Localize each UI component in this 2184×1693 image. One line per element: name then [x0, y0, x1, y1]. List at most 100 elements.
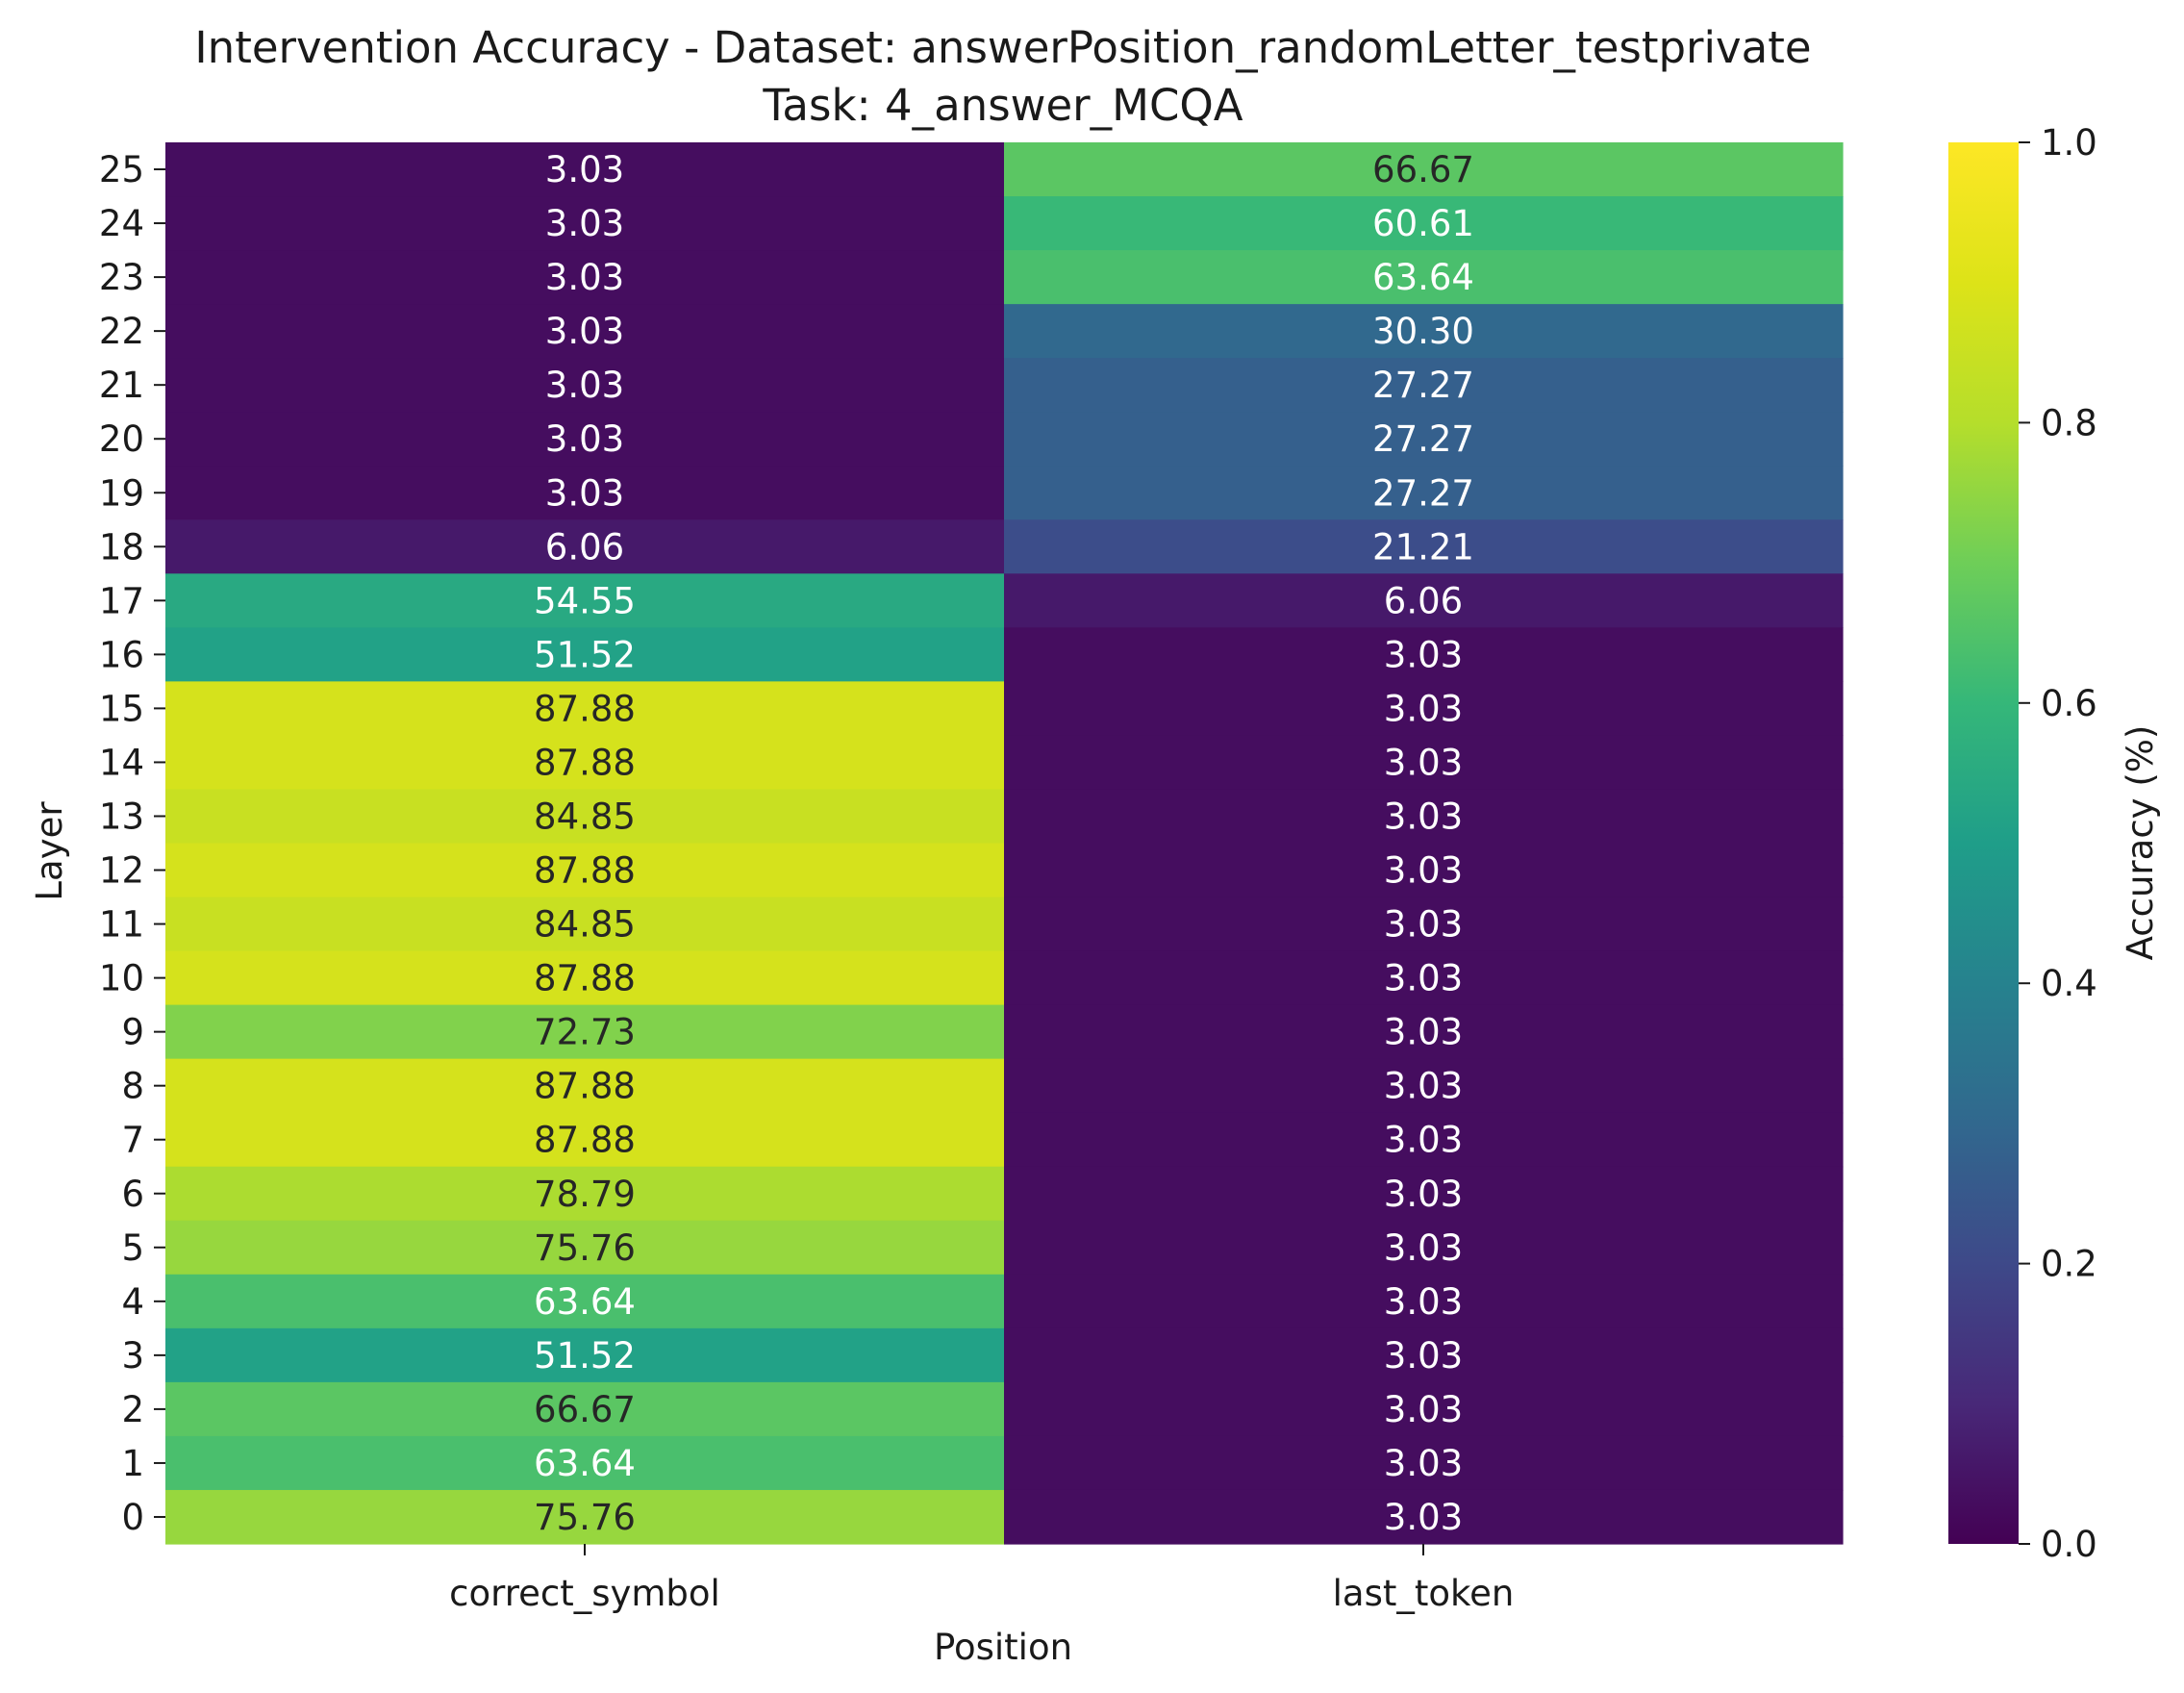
y-tick-label: 6: [121, 1174, 144, 1215]
colorbar-tick-label: 1.0: [2041, 122, 2097, 164]
cell-value-label: 3.03: [1384, 1281, 1463, 1323]
heatmap-cell: [1004, 950, 1844, 1006]
cell-value-label: 60.61: [1372, 203, 1474, 244]
heatmap-cell: [1004, 1381, 1844, 1437]
colorbar-label: Accuracy (%): [2120, 725, 2161, 961]
y-tick-label: 18: [99, 526, 144, 568]
y-tick-label: 21: [99, 365, 144, 406]
heatmap-cell: [165, 681, 1005, 737]
cell-value-label: 3.03: [1384, 904, 1463, 946]
heatmap-cell: [165, 1058, 1005, 1114]
heatmap-cell: [165, 519, 1005, 574]
heatmap-cell: [165, 412, 1005, 467]
cell-value-label: 72.73: [534, 1012, 636, 1053]
cell-value-label: 75.76: [534, 1227, 636, 1269]
cell-value-label: 87.88: [534, 850, 636, 892]
y-tick-label: 22: [99, 311, 144, 352]
cell-value-label: 3.03: [1384, 742, 1463, 783]
heatmap-cell: [165, 1166, 1005, 1222]
colorbar-tick-label: 0.0: [2041, 1524, 2097, 1565]
y-tick-label: 14: [99, 742, 144, 783]
cell-value-label: 3.03: [1384, 634, 1463, 675]
cell-value-label: 27.27: [1372, 472, 1474, 514]
cell-value-label: 3.03: [545, 365, 624, 406]
y-tick-label: 3: [121, 1335, 144, 1377]
cell-value-label: 3.03: [1384, 1443, 1463, 1484]
heatmap-cell: [165, 1327, 1005, 1383]
y-axis-label: Layer: [29, 801, 70, 901]
colorbar-tick-label: 0.6: [2041, 683, 2097, 724]
y-tick-label: 19: [99, 472, 144, 514]
cell-value-label: 3.03: [1384, 958, 1463, 999]
heatmap-cell: [165, 1004, 1005, 1060]
heatmap-cell: [1004, 358, 1844, 413]
cell-value-label: 87.88: [534, 958, 636, 999]
cell-value-label: 27.27: [1372, 418, 1474, 460]
chart-title-line2: Task: 4_answer_MCQA: [762, 80, 1243, 131]
heatmap-cell: [1004, 735, 1844, 791]
cell-value-label: 3.03: [1384, 1066, 1463, 1107]
heatmap-cell: [1004, 142, 1844, 197]
y-tick-label: 16: [99, 634, 144, 675]
y-tick-label: 25: [99, 149, 144, 190]
cell-value-label: 3.03: [1384, 1389, 1463, 1430]
cell-value-label: 51.52: [534, 1335, 636, 1377]
x-tick-label: correct_symbol: [449, 1573, 720, 1614]
y-tick-label: 23: [99, 257, 144, 298]
heatmap-cell: [1004, 897, 1844, 952]
cell-value-label: 3.03: [545, 149, 624, 190]
cell-value-label: 6.06: [545, 526, 624, 568]
cell-value-label: 3.03: [545, 418, 624, 460]
cell-value-label: 63.64: [534, 1443, 636, 1484]
heatmap-cell: [165, 950, 1005, 1006]
cell-value-label: 3.03: [545, 203, 624, 244]
heatmap-cell: [1004, 412, 1844, 467]
cell-value-label: 87.88: [534, 742, 636, 783]
cell-value-label: 84.85: [534, 796, 636, 837]
heatmap-cell: [1004, 1435, 1844, 1491]
cell-value-label: 3.03: [545, 311, 624, 352]
heatmap-cell: [1004, 1220, 1844, 1276]
y-tick-label: 20: [99, 418, 144, 460]
cell-value-label: 54.55: [534, 580, 636, 621]
y-axis-ticks: 2524232221201918171615141312111098765432…: [99, 149, 165, 1538]
heatmap-cell: [165, 789, 1005, 845]
heatmap-cell: [165, 573, 1005, 628]
cell-value-label: 51.52: [534, 634, 636, 675]
heatmap-cell: [1004, 1166, 1844, 1222]
y-tick-label: 10: [99, 958, 144, 999]
cell-value-label: 3.03: [1384, 1120, 1463, 1161]
cell-value-label: 3.03: [1384, 1012, 1463, 1053]
heatmap-cell: [165, 1489, 1005, 1545]
y-tick-label: 4: [121, 1281, 144, 1323]
heatmap-cell: [1004, 1327, 1844, 1383]
heatmap-cell: [165, 1220, 1005, 1276]
y-tick-label: 9: [121, 1012, 144, 1053]
colorbar-ticks: 0.0 0.2 0.4 0.6 0.8 1.0: [2019, 122, 2097, 1565]
chart-title-line1: Intervention Accuracy - Dataset: answerP…: [194, 22, 1811, 73]
heatmap-cell: [1004, 1004, 1844, 1060]
heatmap-cell: [1004, 627, 1844, 682]
heatmap-cell: [1004, 1112, 1844, 1168]
cell-value-label: 63.64: [534, 1281, 636, 1323]
y-tick-label: 24: [99, 203, 144, 244]
y-tick-label: 11: [99, 904, 144, 946]
heatmap-cell: [165, 250, 1005, 305]
cell-value-label: 3.03: [1384, 796, 1463, 837]
cell-value-label: 78.79: [534, 1174, 636, 1215]
heatmap-cell: [165, 897, 1005, 952]
cell-value-label: 66.67: [1372, 149, 1474, 190]
cell-value-label: 3.03: [1384, 1335, 1463, 1377]
heatmap-cell: [1004, 1489, 1844, 1545]
cell-value-label: 3.03: [1384, 1227, 1463, 1269]
cell-value-label: 30.30: [1372, 311, 1474, 352]
cell-value-label: 6.06: [1384, 580, 1463, 621]
cell-value-label: 75.76: [534, 1497, 636, 1538]
y-tick-label: 13: [99, 796, 144, 837]
heatmap-cell: [1004, 1274, 1844, 1329]
heatmap-cell: [165, 142, 1005, 197]
heatmap-cell: [165, 1381, 1005, 1437]
heatmap-cell: [165, 358, 1005, 413]
heatmap-cells: 3.03 3.03 3.03 3.03 3.03 3.03 3.03 6.06 54.55 51.…: [165, 142, 1844, 1545]
cell-value-label: 84.85: [534, 904, 636, 946]
